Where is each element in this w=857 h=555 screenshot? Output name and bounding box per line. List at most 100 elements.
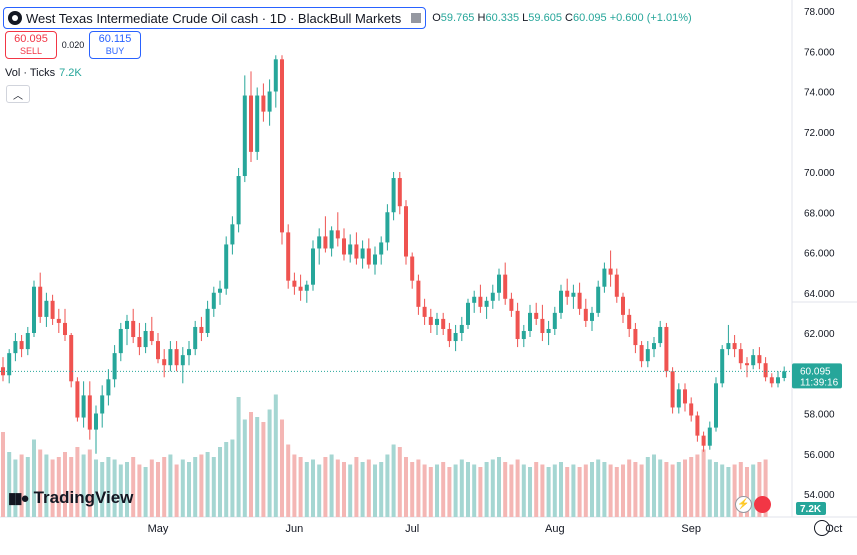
volume-bar xyxy=(230,439,235,517)
volume-bar xyxy=(732,464,737,517)
candle-body xyxy=(149,330,154,342)
candle-body xyxy=(453,333,458,342)
candle-body xyxy=(311,248,315,285)
candle-body xyxy=(242,95,247,177)
candle-body xyxy=(385,212,390,243)
candle-body xyxy=(639,345,644,362)
volume-bar xyxy=(112,459,117,517)
candle-body xyxy=(354,244,359,259)
volume-bar xyxy=(106,457,111,517)
tradingview-logo[interactable]: ▮▮● TradingView xyxy=(8,488,133,508)
candle-body xyxy=(621,296,625,315)
price-tick-label: 58.000 xyxy=(804,410,835,421)
candle-body xyxy=(32,286,36,333)
logo-text: TradingView xyxy=(33,488,134,507)
candle-body xyxy=(546,328,551,333)
volume-bar xyxy=(397,447,402,517)
candle-body xyxy=(342,238,346,255)
volume-bar xyxy=(261,422,266,517)
last-price-tag xyxy=(792,363,842,389)
volume-bar xyxy=(763,459,768,517)
symbol-legend[interactable]: West Texas Intermediate Crude Oil cash ·… xyxy=(3,7,692,29)
volume-bar xyxy=(149,459,154,517)
candle-body xyxy=(261,95,266,112)
volume-legend[interactable]: Vol · Ticks 7.2K xyxy=(5,67,82,79)
candle-body xyxy=(559,290,563,313)
volume-label: Vol · Ticks xyxy=(5,67,56,79)
candle-body xyxy=(230,224,235,245)
candle-body xyxy=(168,349,173,366)
collapse-legend-button[interactable]: ︿ xyxy=(6,85,30,103)
candle-body xyxy=(695,415,700,436)
volume-bar xyxy=(360,462,365,517)
sell-button[interactable]: 60.095 SELL xyxy=(5,31,57,59)
volume-bar xyxy=(621,464,625,517)
volume-bar xyxy=(286,444,291,517)
lightning-icon[interactable]: ⚡ xyxy=(735,496,752,513)
candle-body xyxy=(689,403,694,416)
candle-body xyxy=(701,435,706,446)
volume-bar xyxy=(565,467,570,517)
candle-body xyxy=(416,280,421,307)
candle-body xyxy=(255,95,260,152)
countdown-text: 11:39:16 xyxy=(800,377,839,388)
volume-bar xyxy=(391,444,396,517)
volume-bar xyxy=(633,462,638,517)
candle-body xyxy=(199,326,204,333)
volume-bar xyxy=(373,464,377,517)
volume-bar xyxy=(745,467,749,517)
settings-icon[interactable] xyxy=(814,520,830,536)
candle-body xyxy=(521,330,526,340)
volume-bar xyxy=(236,397,241,517)
candle-body xyxy=(552,312,557,329)
volume-bar xyxy=(187,462,191,517)
candle-body xyxy=(397,178,402,207)
candle-body xyxy=(373,254,377,265)
volume-bar xyxy=(428,467,433,517)
volume-bar xyxy=(348,464,353,517)
tv-logo-icon: ▮▮● xyxy=(8,490,30,507)
candle-body xyxy=(273,59,278,92)
flag-icon[interactable] xyxy=(411,13,422,23)
candle-body xyxy=(317,236,322,249)
time-axis[interactable]: MayJunJulAugSepOctNov xyxy=(148,523,857,535)
volume-bar xyxy=(422,464,427,517)
candle-body xyxy=(56,318,61,323)
us-flag-icon[interactable] xyxy=(754,496,771,513)
volume-bar xyxy=(193,457,198,517)
volume-bar xyxy=(676,462,681,517)
candle-body xyxy=(224,244,229,289)
candle-body xyxy=(565,290,570,297)
low-value: 59.605 xyxy=(528,12,562,24)
volume-bar xyxy=(503,462,508,517)
volume-bar xyxy=(466,462,470,517)
candle-body xyxy=(602,268,607,287)
candle-body xyxy=(769,377,774,384)
volume-bar xyxy=(19,454,24,517)
candle-body xyxy=(540,318,545,333)
candle-body xyxy=(652,343,656,350)
volume-bar xyxy=(143,467,148,517)
volume-bar xyxy=(683,459,687,517)
volume-bar xyxy=(366,459,371,517)
candle-body xyxy=(329,230,334,249)
candle-body xyxy=(459,324,464,333)
last-price-text: 60.095 xyxy=(800,366,831,377)
symbol-box[interactable]: West Texas Intermediate Crude Oil cash ·… xyxy=(3,7,427,29)
candle-body xyxy=(484,300,489,307)
candle-body xyxy=(738,349,743,364)
candle-body xyxy=(714,383,718,428)
candles xyxy=(0,55,792,454)
volume-bar xyxy=(317,464,322,517)
volume-bar xyxy=(1,432,5,517)
candle-body xyxy=(50,300,55,319)
price-tick-label: 76.000 xyxy=(804,47,835,58)
price-axis[interactable]: 78.000 76.000 74.000 72.000 70.000 68.000 66.0… xyxy=(792,7,842,515)
volume-bar xyxy=(304,462,309,517)
buy-button[interactable]: 60.115 BUY xyxy=(89,31,141,59)
volume-bar xyxy=(689,457,694,517)
volume-bar xyxy=(714,462,718,517)
symbol-title[interactable]: West Texas Intermediate Crude Oil cash ·… xyxy=(26,10,402,26)
